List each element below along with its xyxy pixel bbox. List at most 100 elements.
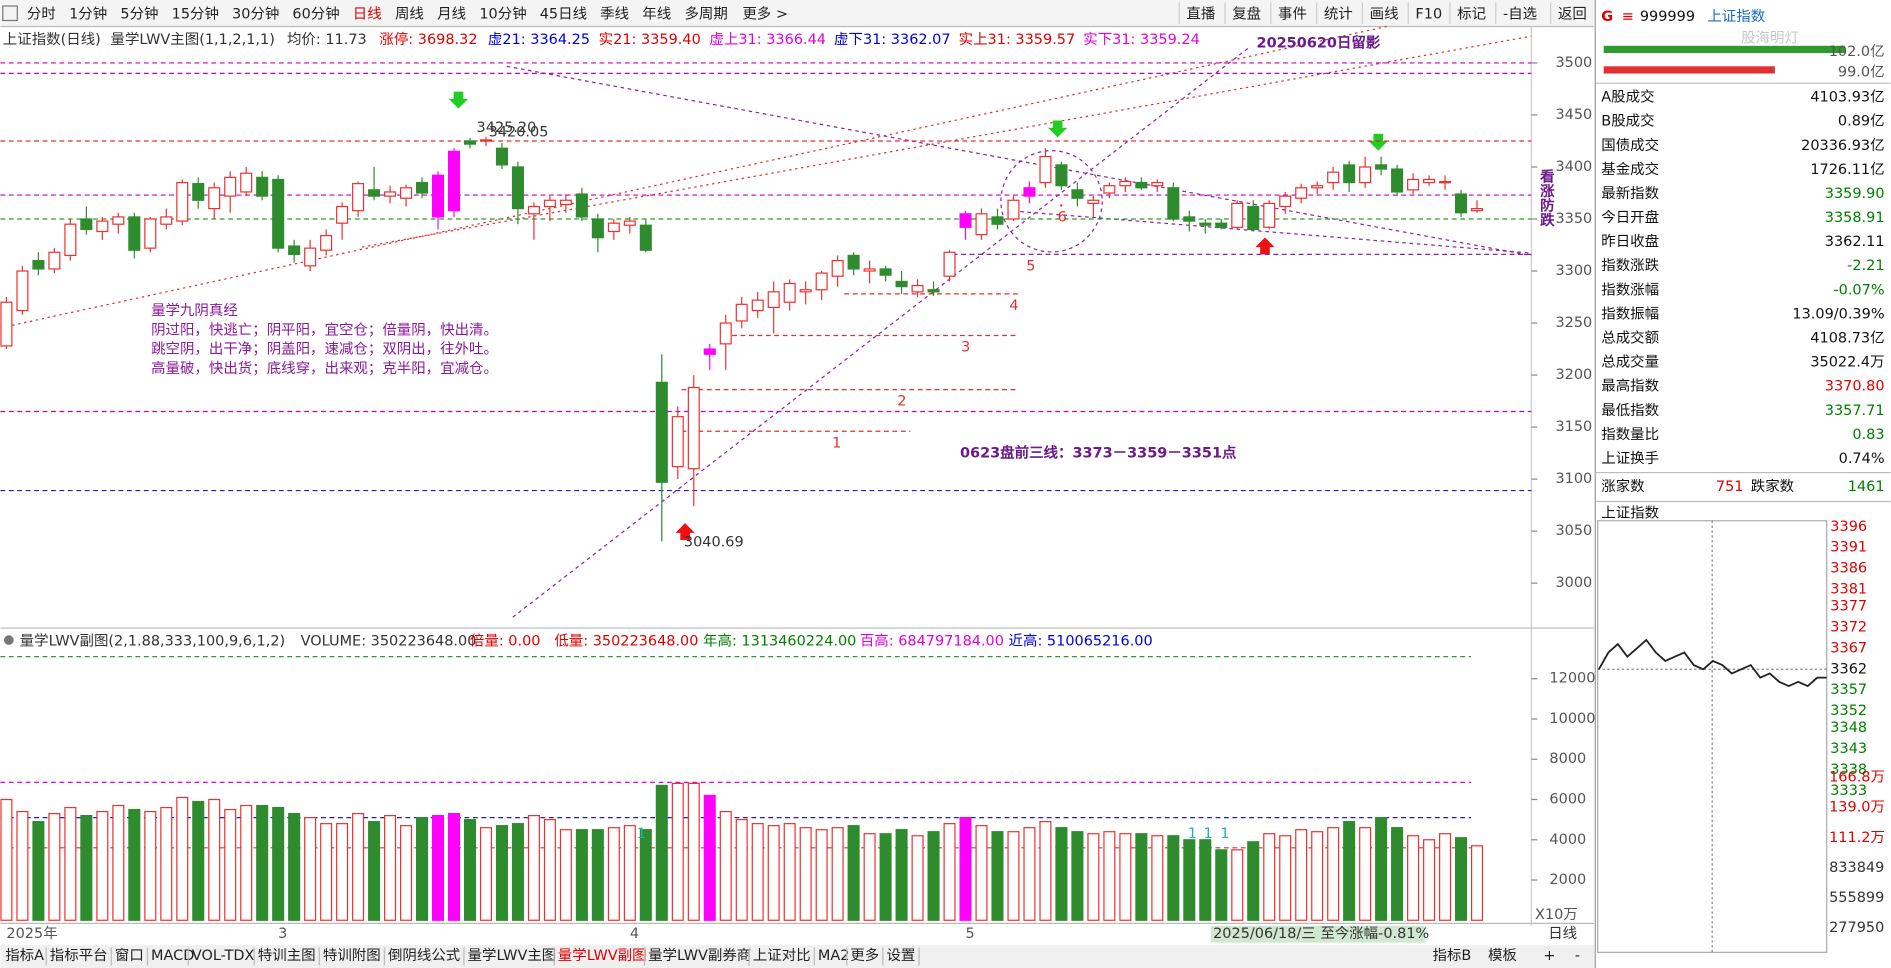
row-value: 20336.93亿	[1801, 137, 1884, 154]
breadth-label: 涨家数	[1601, 478, 1645, 495]
indicator-tab[interactable]: 倒阴线公式	[388, 947, 460, 964]
period-tab[interactable]: 更多 >	[742, 5, 788, 22]
period-tab[interactable]: 30分钟	[232, 5, 279, 22]
period-tab[interactable]: 60分钟	[292, 5, 339, 22]
period-tab[interactable]: 45日线	[540, 5, 587, 22]
indicator-info: 涨停: 3698.32	[379, 31, 477, 48]
indicator-tab[interactable]: 窗口	[115, 946, 144, 964]
indicator-tab[interactable]: MACD	[151, 948, 194, 964]
candle-body	[1199, 222, 1212, 226]
volume-bar	[719, 810, 732, 921]
volume-bar	[96, 810, 109, 921]
indicator-tab[interactable]: 量学LWV主图	[468, 947, 557, 964]
pane-icon	[4, 635, 14, 645]
indicator-tab[interactable]: 特训主图	[258, 947, 316, 964]
toolbar-button[interactable]: F10	[1415, 6, 1442, 22]
indicator-info: 实21: 3359.40	[599, 31, 701, 48]
volume-bar	[1311, 831, 1324, 921]
breadth-value: 751	[1716, 479, 1744, 495]
menu-icon[interactable]: ≡	[1622, 9, 1634, 25]
volume-bar	[144, 810, 157, 921]
ratio-label: 99.0亿	[1838, 63, 1885, 80]
volume-bar	[751, 823, 764, 921]
toolbar-button[interactable]: 直播	[1186, 5, 1215, 22]
indicator-tab[interactable]: 特训附图	[323, 947, 381, 964]
indicator-tab[interactable]: 模板	[1488, 946, 1517, 964]
volume-bar	[959, 817, 972, 921]
indicator-tab[interactable]: 设置	[886, 947, 915, 964]
mini-tick-label: 3367	[1830, 640, 1867, 656]
candle-body	[320, 235, 333, 251]
volume-bar	[304, 817, 317, 921]
indicator-tab[interactable]: -	[1575, 948, 1580, 964]
candle-body	[975, 213, 988, 236]
period-tab[interactable]: 周线	[395, 5, 424, 22]
mini-tick-label: 3357	[1830, 682, 1867, 698]
y-tick-label: 8000	[1549, 751, 1586, 767]
menu-icon[interactable]	[2, 5, 18, 22]
y-tick-label: 3500	[1555, 55, 1592, 71]
row-label: 总成交额	[1601, 328, 1659, 346]
indicator-tab[interactable]: 量学LWV副图	[558, 947, 647, 964]
indicator-tab[interactable]: +	[1543, 948, 1555, 964]
volume-bar	[160, 806, 173, 921]
candle-body	[1039, 155, 1052, 184]
period-tab[interactable]: 年线	[642, 5, 671, 22]
candle-body	[911, 284, 924, 293]
y-tick-label: 3050	[1555, 523, 1592, 539]
indicator-tab[interactable]: 指标A	[5, 947, 44, 964]
indicator-tab[interactable]: VOL-TDX	[192, 948, 255, 964]
down-arrow	[448, 91, 469, 109]
volume-bar	[1423, 839, 1436, 921]
volume-bar	[943, 823, 956, 921]
volume-bar	[687, 782, 700, 921]
period-tab[interactable]: 分时	[27, 5, 56, 22]
indicator-info: 量学LWV主图(1,1,2,1,1)	[111, 31, 275, 48]
period-tab[interactable]: 月线	[437, 5, 466, 22]
candle-body	[352, 183, 365, 212]
volume-bar	[208, 798, 221, 921]
period-tab[interactable]: 5分钟	[120, 5, 158, 22]
y-tick-label: 3450	[1555, 107, 1592, 123]
indicator-tab[interactable]: 更多	[850, 947, 879, 964]
volume-bar	[1039, 821, 1052, 921]
period-tab[interactable]: 15分钟	[172, 5, 219, 22]
note-text: 阴过阳，快逃亡；阴平阳，宜空仓；倍量阴，快出清。	[151, 321, 498, 338]
toolbar-button[interactable]: 事件	[1278, 5, 1307, 22]
candle-body	[128, 216, 141, 251]
breadth-label: 跌家数	[1751, 478, 1795, 495]
period-tab[interactable]: 日线	[353, 5, 382, 22]
toolbar-button[interactable]: 标记	[1457, 5, 1486, 22]
indicator-tab[interactable]: MA2	[818, 948, 850, 964]
indicator-tab[interactable]: 上证对比	[753, 947, 811, 964]
volume-info: VOLUME: 350223648.00	[301, 633, 477, 649]
volume-bar	[288, 812, 301, 921]
indicator-tab[interactable]: 指标平台	[50, 947, 108, 964]
toolbar-button[interactable]: 统计	[1324, 5, 1353, 22]
volume-bar	[240, 804, 253, 921]
period-tab[interactable]: 1分钟	[69, 5, 107, 22]
toolbar-button[interactable]: 复盘	[1232, 4, 1261, 22]
mini-vol-label: 166.8万	[1829, 770, 1885, 786]
period-tab[interactable]: 季线	[600, 5, 629, 22]
volume-bar	[1295, 829, 1308, 921]
volume-bar	[368, 821, 381, 921]
toolbar-button[interactable]: 画线	[1370, 5, 1399, 22]
y-tick-label: 3200	[1555, 367, 1592, 383]
period-tab[interactable]: 10分钟	[479, 5, 526, 22]
period-tab[interactable]: 多周期	[684, 5, 727, 22]
indicator-tab[interactable]: 指标B	[1433, 947, 1472, 964]
toolbar-button[interactable]: -自选	[1503, 5, 1537, 22]
candle-body	[863, 268, 876, 272]
volume-note: 1	[637, 826, 646, 842]
candle-body	[959, 213, 972, 228]
indicator-tab[interactable]: 量学LWV副券商	[648, 947, 751, 964]
row-value: 13.09/0.39%	[1792, 306, 1884, 322]
volume-bar	[1439, 833, 1452, 921]
watermark: 股海明灯	[1741, 30, 1799, 47]
volume-bar	[703, 794, 716, 921]
candle-body	[1087, 199, 1100, 204]
candle-body	[543, 199, 556, 208]
toolbar-button[interactable]: 返回	[1558, 5, 1587, 22]
step-label: 1	[832, 435, 841, 451]
